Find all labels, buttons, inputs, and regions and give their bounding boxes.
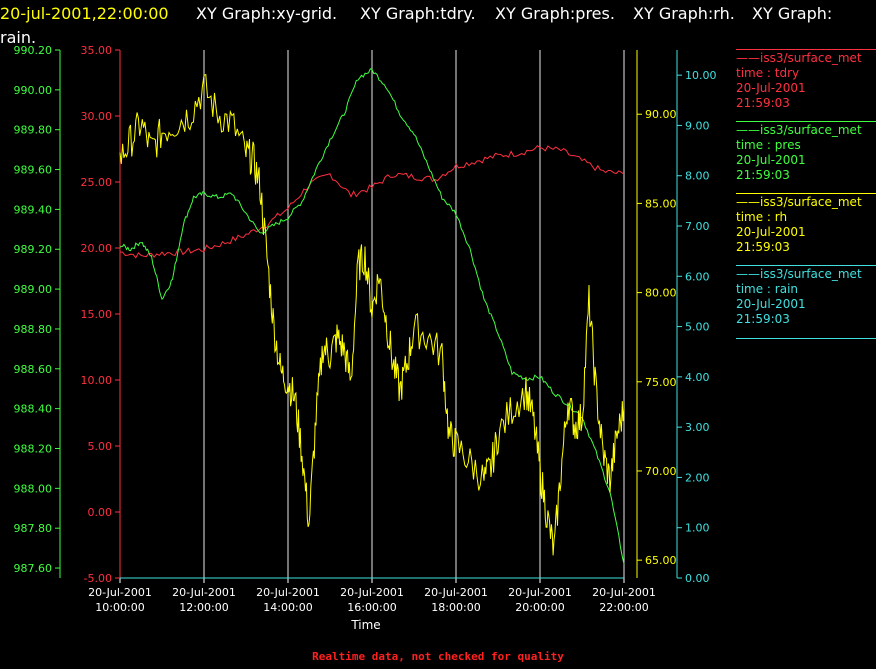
y-tick-label-pres: 988.20 bbox=[14, 442, 53, 455]
y-tick-label-rh: 80.00 bbox=[645, 287, 677, 300]
y-tick-label-rain: 7.00 bbox=[685, 220, 710, 233]
y-tick-label-pres: 987.80 bbox=[14, 522, 53, 535]
x-tick-label-date: 20-Jul-2001 bbox=[340, 586, 404, 599]
y-tick-label-rain: 0.00 bbox=[685, 572, 710, 585]
legend-entry-tdry: ——iss3/surface_met time : tdry 20-Jul-2001… bbox=[736, 49, 876, 111]
x-tick-label-time: 22:00:00 bbox=[599, 601, 648, 614]
title-segment-pres: XY Graph:pres. bbox=[495, 4, 615, 23]
legend-time: 21:59:03 bbox=[736, 96, 790, 110]
x-axis-label: Time bbox=[350, 618, 380, 632]
legend-separator bbox=[736, 193, 876, 194]
y-tick-label-rain: 1.00 bbox=[685, 522, 710, 535]
title-segment-rain: XY Graph: bbox=[752, 4, 833, 23]
legend-date: 20-Jul-2001 bbox=[736, 81, 806, 95]
legend-date: 20-Jul-2001 bbox=[736, 297, 806, 311]
title-bar: 20-jul-2001,22:00:00 XY Graph:xy-grid. X… bbox=[0, 0, 876, 50]
legend-variable: time : tdry bbox=[736, 66, 800, 80]
y-tick-label-rain: 3.00 bbox=[685, 421, 710, 434]
y-tick-label-pres: 988.80 bbox=[14, 323, 53, 336]
y-tick-label-tdry: 35.00 bbox=[81, 44, 113, 57]
title-segment-xy-grid: XY Graph:xy-grid. bbox=[196, 4, 338, 23]
legend-source: ——iss3/surface_met bbox=[736, 267, 862, 281]
x-tick-label-time: 20:00:00 bbox=[515, 601, 564, 614]
y-tick-label-pres: 989.40 bbox=[14, 203, 53, 216]
legend-time: 21:59:03 bbox=[736, 312, 790, 326]
legend-entry-rain: ——iss3/surface_met time : rain 20-Jul-2001… bbox=[736, 265, 876, 327]
y-tick-label-pres: 989.00 bbox=[14, 283, 53, 296]
y-tick-label-pres: 990.00 bbox=[14, 84, 53, 97]
y-tick-label-rain: 10.00 bbox=[685, 69, 717, 82]
legend-source: ——iss3/surface_met bbox=[736, 51, 862, 65]
y-tick-label-rain: 5.00 bbox=[685, 321, 710, 334]
x-tick-label-date: 20-Jul-2001 bbox=[88, 586, 152, 599]
y-tick-label-rh: 65.00 bbox=[645, 554, 677, 567]
x-tick-label-date: 20-Jul-2001 bbox=[424, 586, 488, 599]
x-tick-label-time: 14:00:00 bbox=[263, 601, 312, 614]
y-tick-label-pres: 990.20 bbox=[14, 44, 53, 57]
y-tick-label-tdry: -5.00 bbox=[84, 572, 112, 585]
y-tick-label-tdry: 5.00 bbox=[88, 440, 113, 453]
legend-separator bbox=[736, 49, 876, 50]
title-segment-tdry: XY Graph:tdry. bbox=[360, 4, 476, 23]
title-line2: rain. bbox=[0, 28, 37, 47]
series-line-tdry bbox=[119, 145, 625, 259]
x-tick-label-date: 20-Jul-2001 bbox=[592, 586, 656, 599]
y-tick-label-rh: 70.00 bbox=[645, 465, 677, 478]
x-tick-label-time: 16:00:00 bbox=[347, 601, 396, 614]
legend-separator bbox=[736, 265, 876, 266]
x-tick-label-time: 12:00:00 bbox=[179, 601, 228, 614]
y-tick-label-rain: 9.00 bbox=[685, 119, 710, 132]
y-tick-label-tdry: 20.00 bbox=[81, 242, 113, 255]
y-tick-label-tdry: 10.00 bbox=[81, 374, 113, 387]
y-tick-label-pres: 987.60 bbox=[14, 562, 53, 575]
quality-note: Realtime data, not checked for quality bbox=[312, 650, 564, 663]
legend-variable: time : rain bbox=[736, 282, 799, 296]
series-line-pres bbox=[119, 68, 625, 565]
y-tick-label-rain: 8.00 bbox=[685, 170, 710, 183]
legend-variable: time : rh bbox=[736, 210, 788, 224]
title-timestamp: 20-jul-2001,22:00:00 bbox=[0, 4, 169, 23]
legend-time: 21:59:03 bbox=[736, 240, 790, 254]
legend-date: 20-Jul-2001 bbox=[736, 225, 806, 239]
legend-separator bbox=[736, 338, 876, 339]
legend-date: 20-Jul-2001 bbox=[736, 153, 806, 167]
y-tick-label-tdry: 15.00 bbox=[81, 308, 113, 321]
x-tick-label-date: 20-Jul-2001 bbox=[508, 586, 572, 599]
y-tick-label-pres: 989.80 bbox=[14, 124, 53, 137]
y-tick-label-pres: 988.00 bbox=[14, 482, 53, 495]
y-tick-label-rh: 90.00 bbox=[645, 108, 677, 121]
y-tick-label-rain: 6.00 bbox=[685, 270, 710, 283]
y-tick-label-rain: 2.00 bbox=[685, 471, 710, 484]
y-tick-label-rh: 75.00 bbox=[645, 376, 677, 389]
legend-separator bbox=[736, 121, 876, 122]
legend-source: ——iss3/surface_met bbox=[736, 195, 862, 209]
x-tick-label-time: 10:00:00 bbox=[95, 601, 144, 614]
y-tick-label-tdry: 30.00 bbox=[81, 110, 113, 123]
y-tick-label-pres: 989.20 bbox=[14, 243, 53, 256]
title-segment-rh: XY Graph:rh. bbox=[633, 4, 735, 23]
legend-entry-pres: ——iss3/surface_met time : pres 20-Jul-2001… bbox=[736, 121, 876, 183]
y-tick-label-pres: 989.60 bbox=[14, 164, 53, 177]
x-tick-label-date: 20-Jul-2001 bbox=[172, 586, 236, 599]
legend-source: ——iss3/surface_met bbox=[736, 123, 862, 137]
series-line-rh bbox=[119, 73, 625, 556]
legend-variable: time : pres bbox=[736, 138, 801, 152]
x-tick-label-date: 20-Jul-2001 bbox=[256, 586, 320, 599]
y-tick-label-tdry: 25.00 bbox=[81, 176, 113, 189]
y-tick-label-pres: 988.60 bbox=[14, 363, 53, 376]
y-tick-label-rain: 4.00 bbox=[685, 371, 710, 384]
legend-entry-rh: ——iss3/surface_met time : rh 20-Jul-2001 21… bbox=[736, 193, 876, 255]
y-tick-label-rh: 85.00 bbox=[645, 197, 677, 210]
x-tick-label-time: 18:00:00 bbox=[431, 601, 480, 614]
legend-time: 21:59:03 bbox=[736, 168, 790, 182]
y-tick-label-pres: 988.40 bbox=[14, 403, 53, 416]
y-tick-label-tdry: 0.00 bbox=[88, 506, 113, 519]
